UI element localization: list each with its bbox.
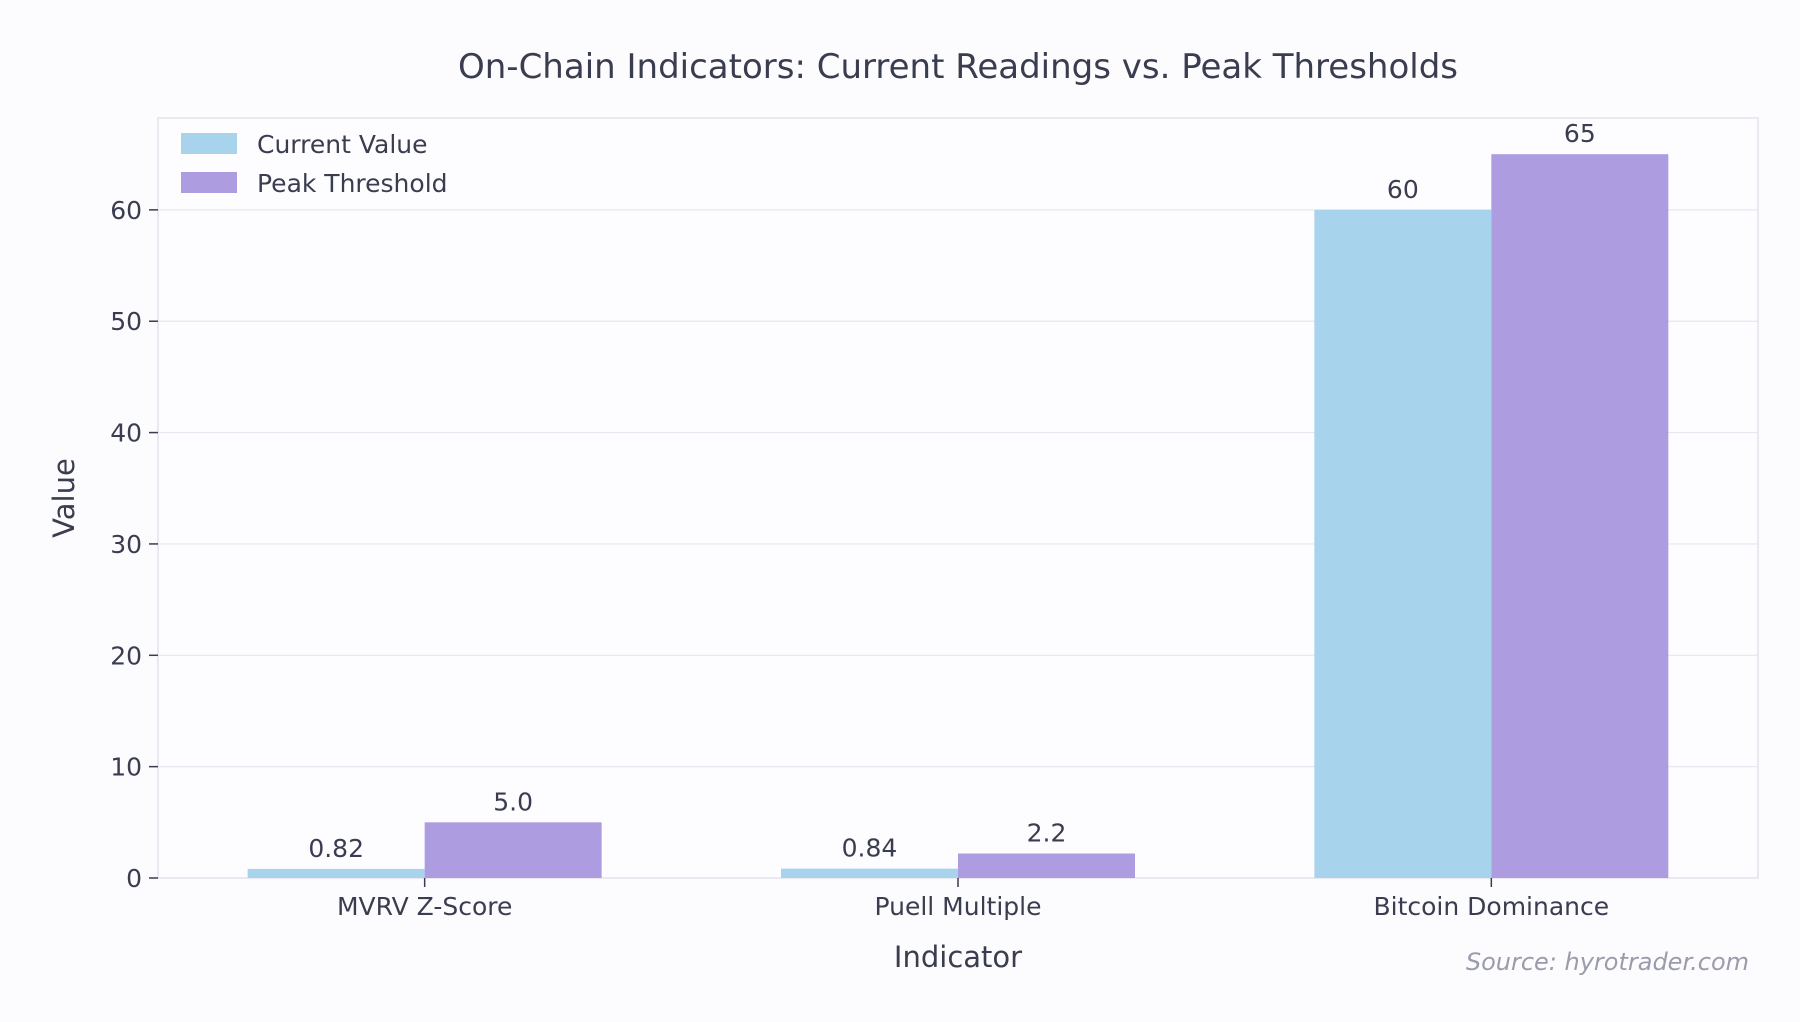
source-note: Source: hyrotrader.com bbox=[1466, 948, 1749, 976]
y-tick-label: 10 bbox=[110, 753, 142, 782]
data-label: 65 bbox=[1564, 119, 1596, 148]
y-tick-label: 40 bbox=[110, 419, 142, 448]
bar-current-value bbox=[781, 868, 958, 878]
bar-peak-threshold bbox=[958, 853, 1135, 878]
legend-swatch bbox=[181, 133, 237, 154]
bar-peak-threshold bbox=[424, 822, 602, 878]
bars bbox=[247, 154, 1669, 878]
data-label: 2.2 bbox=[1027, 819, 1067, 848]
y-tick-label: 50 bbox=[110, 307, 142, 336]
data-label: 5.0 bbox=[493, 787, 533, 816]
chart-title: On-Chain Indicators: Current Readings vs… bbox=[458, 47, 1458, 87]
legend-swatch bbox=[181, 172, 237, 193]
legend: Current Value Peak Threshold bbox=[181, 130, 448, 198]
bar-current-value bbox=[1314, 209, 1492, 878]
bar-current-value bbox=[247, 868, 425, 878]
legend-label: Peak Threshold bbox=[257, 169, 448, 198]
data-label: 60 bbox=[1387, 175, 1419, 204]
y-axis-label: Value bbox=[47, 458, 81, 538]
y-tick-label: 0 bbox=[126, 864, 142, 893]
y-tick-label: 60 bbox=[110, 196, 142, 225]
axes: 0 10 20 30 40 50 60 MVRV Z-Score Puell Multiple B… bbox=[110, 196, 1609, 921]
y-tick-label: 30 bbox=[110, 530, 142, 559]
bar-peak-threshold bbox=[1491, 154, 1669, 878]
data-labels: 0.82 5.0 0.84 2.2 60 65 bbox=[308, 119, 1595, 863]
data-label: 0.82 bbox=[308, 834, 364, 863]
x-tick-label: MVRV Z-Score bbox=[337, 892, 512, 921]
x-tick-label: Bitcoin Dominance bbox=[1373, 892, 1609, 921]
x-tick-label: Puell Multiple bbox=[874, 892, 1041, 921]
legend-label: Current Value bbox=[257, 130, 428, 159]
data-label: 0.84 bbox=[842, 834, 898, 863]
y-tick-label: 20 bbox=[110, 641, 142, 670]
x-axis-label: Indicator bbox=[894, 940, 1022, 974]
